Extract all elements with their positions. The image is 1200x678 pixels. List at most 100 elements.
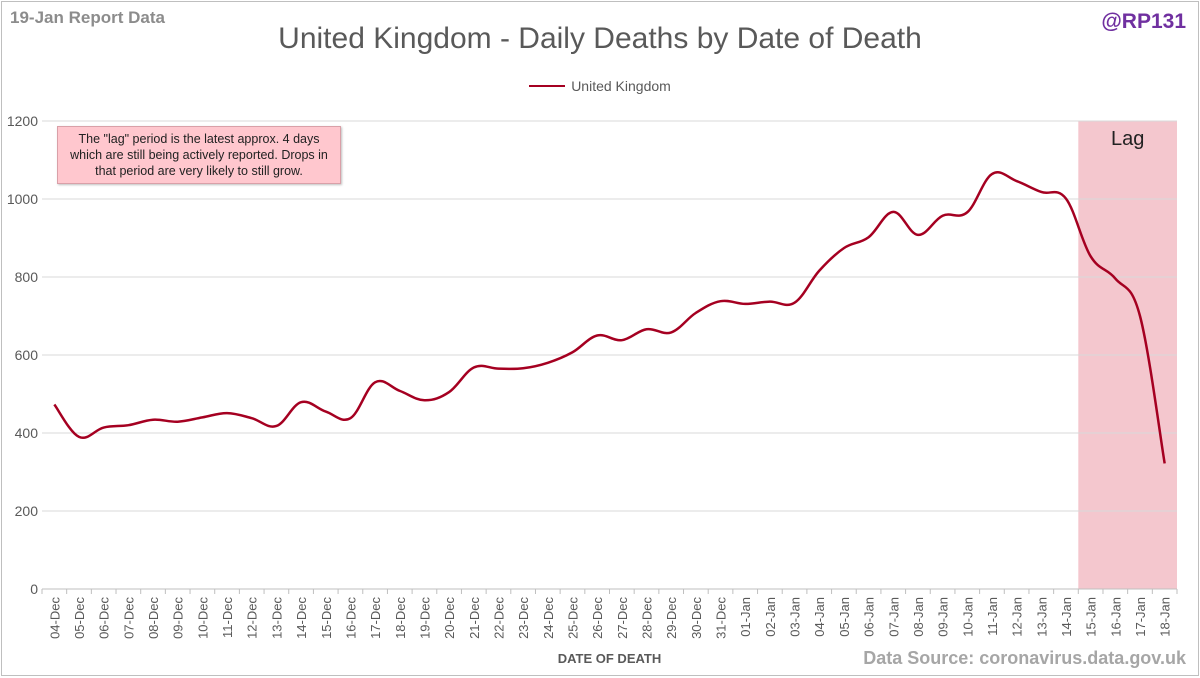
x-tick-label: 07-Jan [886,597,901,637]
data-point [966,211,968,213]
data-point [843,247,845,249]
legend: United Kingdom [2,78,1198,94]
data-point [399,390,401,392]
y-tick-label: 400 [15,425,39,441]
data-point [177,420,179,422]
data-point [1163,462,1165,464]
author-handle: @RP131 [1101,10,1186,33]
legend-line-swatch [529,85,566,87]
x-tick-label: 23-Dec [516,597,531,639]
data-source: Data Source: coronavirus.data.gov.uk [863,648,1186,668]
x-tick-label: 29-Dec [664,597,679,639]
data-point [596,334,598,336]
legend-label: United Kingdom [571,78,671,94]
x-tick-label: 12-Jan [1010,597,1025,637]
x-tick-label: 09-Jan [936,597,951,637]
data-point [1065,197,1067,199]
x-tick-label: 01-Jan [738,597,753,637]
x-tick-label: 15-Dec [319,597,334,639]
x-tick-label: 04-Jan [812,597,827,637]
x-tick-label: 05-Dec [72,597,87,639]
x-tick-label: 30-Dec [689,597,704,639]
x-tick-label: 10-Dec [195,597,210,639]
data-point [917,234,919,236]
y-tick-label: 1000 [7,191,38,207]
x-tick-label: 13-Jan [1034,597,1049,637]
data-point [423,399,425,401]
x-tick-label: 06-Dec [97,597,112,639]
x-tick-label: 13-Dec [269,597,284,639]
data-point [695,312,697,314]
y-tick-label: 200 [15,503,39,519]
data-point [1089,255,1091,257]
data-point [374,381,376,383]
x-tick-label: 27-Dec [615,597,630,639]
chart-title: United Kingdom - Daily Deaths by Date of… [278,22,922,55]
x-tick-label: 08-Jan [911,597,926,637]
series-line-united-kingdom [53,171,1166,464]
data-point [152,419,154,421]
x-tick-label: 14-Dec [294,597,309,639]
data-point [275,425,277,427]
data-point [547,362,549,364]
x-tick-label: 17-Dec [368,597,383,639]
y-tick-label: 600 [15,347,39,363]
data-point [744,303,746,305]
data-point [719,300,721,302]
data-point [769,300,771,302]
data-point [621,339,623,341]
x-tick-label: 19-Dec [417,597,432,639]
data-point [1114,277,1116,279]
x-axis-title: DATE OF DEATH [558,651,662,666]
data-point [818,270,820,272]
x-tick-label: 28-Dec [640,597,655,639]
data-point [102,426,104,428]
data-point [226,412,228,414]
data-point [670,331,672,333]
y-tick-label: 1200 [7,113,38,129]
x-tick-label: 15-Jan [1084,597,1099,637]
report-date-label: 19-Jan Report Data [10,8,165,27]
data-point [349,417,351,419]
x-tick-label: 12-Dec [245,597,260,639]
x-tick-label: 11-Jan [985,597,1000,636]
x-tick-label: 26-Dec [590,597,605,639]
data-point [1040,191,1042,193]
x-tick-label: 31-Dec [714,597,729,639]
x-tick-label: 22-Dec [491,597,506,639]
data-point [448,391,450,393]
x-tick-label: 04-Dec [47,597,62,639]
x-tick-label: 05-Jan [837,597,852,637]
x-tick-label: 17-Jan [1133,597,1148,637]
y-tick-label: 0 [30,581,38,597]
data-point [1139,315,1141,317]
data-point [571,351,573,353]
x-tick-label: 07-Dec [121,597,136,639]
data-point [497,367,499,369]
x-tick-label: 16-Jan [1108,597,1123,637]
x-tick-label: 06-Jan [862,597,877,637]
data-point [325,410,327,412]
data-point [53,403,55,405]
data-point [941,215,943,217]
data-point [473,366,475,368]
x-tick-label: 21-Dec [467,597,482,639]
y-tick-label: 800 [15,269,39,285]
lag-label: Lag [1111,128,1144,150]
data-point [522,367,524,369]
lag-annotation: The "lag" period is the latest approx. 4… [57,126,341,184]
x-tick-label: 16-Dec [343,597,358,639]
data-point [645,328,647,330]
x-tick-label: 03-Jan [788,597,803,637]
data-point [251,417,253,419]
x-tick-label: 18-Jan [1158,597,1173,637]
x-tick-label: 10-Jan [960,597,975,637]
data-point [300,401,302,403]
data-point [127,424,129,426]
x-tick-label: 25-Dec [565,597,580,639]
x-tick-label: 14-Jan [1059,597,1074,637]
x-tick-label: 11-Dec [220,597,235,638]
x-tick-label: 08-Dec [146,597,161,639]
